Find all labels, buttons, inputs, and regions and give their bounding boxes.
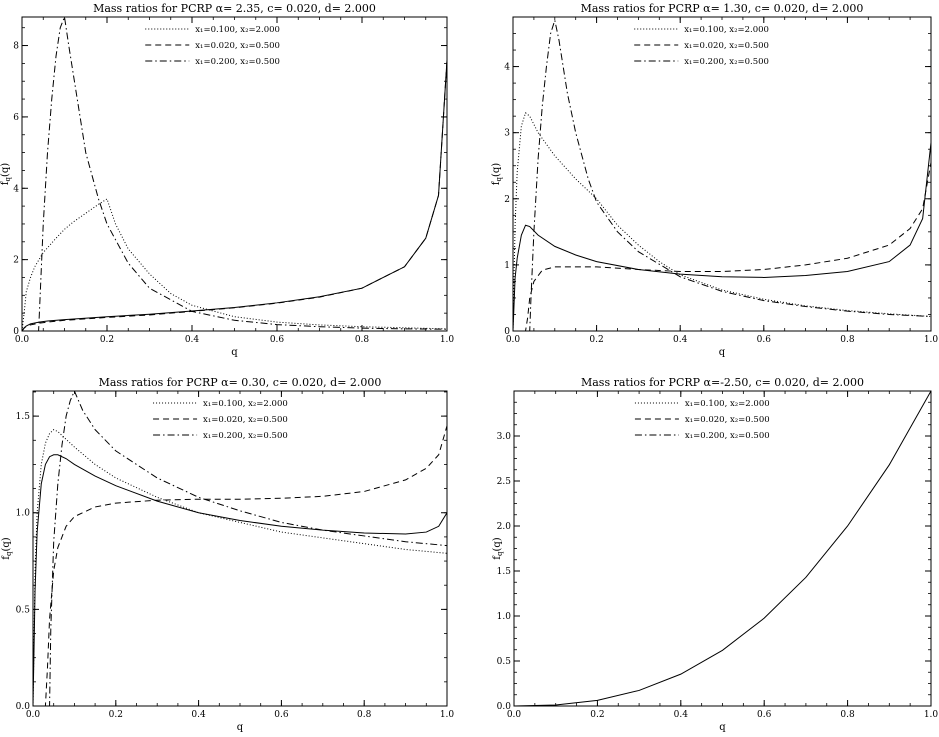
y-tick-label: 0.0 bbox=[497, 702, 512, 712]
x-tick-label: 0.4 bbox=[185, 335, 200, 345]
x-tick-label: 1.0 bbox=[440, 710, 455, 720]
series-line-dashed bbox=[22, 59, 447, 331]
x-tick-label: 0.0 bbox=[15, 335, 30, 345]
y-tick-label: 2.5 bbox=[497, 477, 512, 487]
legend-entry: x₁=0.100, x₂=2.000 bbox=[195, 25, 280, 35]
chart-title: Mass ratios for PCRP α= 0.30, c= 0.020, … bbox=[99, 376, 382, 389]
series-line-dotted bbox=[22, 198, 447, 331]
legend-entry: x₁=0.200, x₂=0.500 bbox=[684, 57, 769, 67]
chart-title: Mass ratios for PCRP α= 2.35, c= 0.020, … bbox=[93, 2, 376, 15]
y-tick-label: 1.5 bbox=[16, 412, 31, 422]
x-tick-label: 0.8 bbox=[840, 335, 855, 345]
y-tick-label: 0.0 bbox=[16, 702, 31, 712]
legend-entry: x₁=0.020, x₂=0.500 bbox=[195, 41, 280, 51]
series-line-solid bbox=[514, 391, 931, 706]
series-line-dashdot bbox=[22, 17, 447, 331]
y-tick-label: 3.0 bbox=[497, 432, 512, 442]
x-tick-label: 0.2 bbox=[589, 335, 603, 345]
x-tick-label: 1.0 bbox=[924, 335, 939, 345]
y-tick-label: 0 bbox=[13, 327, 19, 337]
series-line-dashdot bbox=[513, 18, 931, 331]
y-tick-label: 0.5 bbox=[16, 605, 31, 615]
series-line-dotted bbox=[513, 112, 931, 331]
x-tick-label: 1.0 bbox=[440, 335, 455, 345]
y-tick-label: 2 bbox=[13, 256, 19, 266]
x-axis-label: q bbox=[719, 347, 726, 358]
y-tick-label: 1.5 bbox=[497, 567, 512, 577]
series-line-dotted bbox=[33, 429, 447, 706]
series-line-solid bbox=[22, 59, 447, 331]
y-tick-label: 4 bbox=[504, 63, 510, 73]
chart-panel-4: Mass ratios for PCRP α=-2.50, c= 0.020, … bbox=[492, 376, 938, 733]
x-tick-label: 0.2 bbox=[100, 335, 114, 345]
x-tick-label: 0.8 bbox=[840, 710, 855, 720]
x-axis-label: q bbox=[231, 347, 238, 358]
legend-entry: x₁=0.100, x₂=2.000 bbox=[203, 399, 288, 409]
y-tick-label: 0.5 bbox=[497, 657, 512, 667]
y-tick-label: 4 bbox=[13, 184, 19, 194]
x-tick-label: 1.0 bbox=[924, 710, 939, 720]
legend-entry: x₁=0.200, x₂=0.500 bbox=[195, 57, 280, 67]
x-tick-label: 0.8 bbox=[357, 710, 372, 720]
x-tick-label: 0.6 bbox=[270, 335, 285, 345]
x-tick-label: 0.0 bbox=[507, 710, 522, 720]
x-axis-label: q bbox=[237, 722, 244, 733]
y-tick-label: 1.0 bbox=[16, 509, 31, 519]
chart-title: Mass ratios for PCRP α= 1.30, c= 0.020, … bbox=[581, 2, 864, 15]
x-tick-label: 0.4 bbox=[673, 335, 688, 345]
chart-panel-3: Mass ratios for PCRP α= 0.30, c= 0.020, … bbox=[1, 376, 454, 733]
series-line-solid bbox=[513, 142, 931, 331]
legend-entry: x₁=0.020, x₂=0.500 bbox=[685, 415, 770, 425]
legend-entry: x₁=0.020, x₂=0.500 bbox=[203, 415, 288, 425]
y-tick-label: 2 bbox=[504, 195, 510, 205]
x-tick-label: 0.0 bbox=[26, 710, 41, 720]
y-tick-label: 8 bbox=[13, 42, 19, 52]
y-tick-label: 2.0 bbox=[497, 522, 512, 532]
y-tick-label: 1 bbox=[504, 261, 510, 271]
legend-entry: x₁=0.100, x₂=2.000 bbox=[684, 25, 769, 35]
y-tick-label: 6 bbox=[13, 113, 19, 123]
y-axis-label: fq(q) bbox=[0, 163, 12, 185]
x-tick-label: 0.4 bbox=[674, 710, 689, 720]
y-tick-label: 1.0 bbox=[497, 612, 512, 622]
series-line-dashed bbox=[33, 425, 447, 706]
x-tick-label: 0.6 bbox=[757, 710, 772, 720]
x-tick-label: 0.2 bbox=[590, 710, 604, 720]
legend-entry: x₁=0.200, x₂=0.500 bbox=[203, 431, 288, 441]
chart-panel-1: Mass ratios for PCRP α= 2.35, c= 0.020, … bbox=[0, 2, 454, 358]
x-tick-label: 0.6 bbox=[757, 335, 772, 345]
y-axis-label: fq(q) bbox=[492, 537, 504, 559]
chart-title: Mass ratios for PCRP α=-2.50, c= 0.020, … bbox=[581, 376, 864, 389]
series-line-dashdot bbox=[33, 391, 447, 706]
legend-entry: x₁=0.020, x₂=0.500 bbox=[684, 41, 769, 51]
y-tick-label: 0 bbox=[504, 327, 510, 337]
x-tick-label: 0.4 bbox=[191, 710, 206, 720]
series-line-dashed bbox=[513, 162, 931, 331]
x-tick-label: 0.6 bbox=[274, 710, 289, 720]
legend-entry: x₁=0.200, x₂=0.500 bbox=[685, 431, 770, 441]
x-tick-label: 0.0 bbox=[506, 335, 521, 345]
x-axis-label: q bbox=[719, 722, 726, 733]
y-tick-label: 3 bbox=[504, 129, 510, 139]
y-axis-label: fq(q) bbox=[1, 537, 13, 559]
chart-panel-2: Mass ratios for PCRP α= 1.30, c= 0.020, … bbox=[491, 2, 938, 358]
x-tick-label: 0.2 bbox=[109, 710, 123, 720]
legend-entry: x₁=0.100, x₂=2.000 bbox=[685, 399, 770, 409]
series-line-solid bbox=[33, 454, 447, 706]
x-tick-label: 0.8 bbox=[355, 335, 370, 345]
y-axis-label: fq(q) bbox=[491, 163, 503, 185]
